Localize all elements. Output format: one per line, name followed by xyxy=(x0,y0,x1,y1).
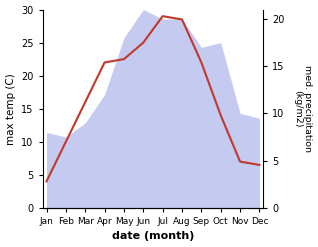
Y-axis label: max temp (C): max temp (C) xyxy=(5,73,16,144)
Y-axis label: med. precipitation
(kg/m2): med. precipitation (kg/m2) xyxy=(293,65,313,152)
X-axis label: date (month): date (month) xyxy=(112,231,194,242)
